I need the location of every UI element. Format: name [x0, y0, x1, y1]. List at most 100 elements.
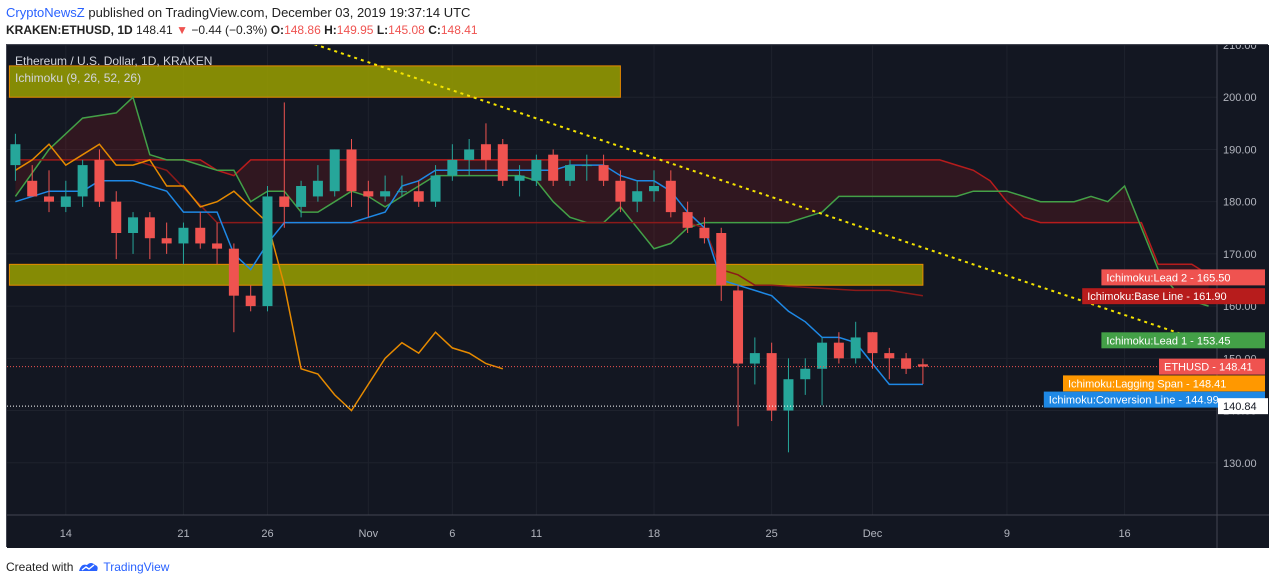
candle-body [716, 233, 727, 286]
y-tick-label: 190.00 [1223, 144, 1257, 156]
candle-body [817, 342, 828, 369]
down-arrow-icon: ▼ [176, 23, 188, 37]
candle-body [363, 191, 374, 197]
x-tick-label: 25 [766, 528, 778, 540]
x-tick-label: 26 [261, 528, 273, 540]
trend-line [313, 45, 1193, 339]
price-tag [1082, 288, 1265, 305]
x-tick-label: 21 [177, 528, 189, 540]
candle-body [564, 165, 575, 181]
open-value: 148.86 [284, 23, 321, 37]
x-tick-label: 16 [1118, 528, 1130, 540]
candle-body [279, 196, 290, 207]
candle-body [783, 379, 794, 411]
candle-body [766, 353, 777, 411]
candle-body [245, 295, 256, 307]
ichimoku-cloud [15, 97, 1209, 307]
lagging-span-line [15, 143, 504, 412]
candle-body [60, 196, 71, 207]
price-tag-label: Ichimoku:Conversion Line - 144.99 [1049, 395, 1219, 407]
candle-body [480, 144, 491, 160]
price-tag-label: Ichimoku:Base Line - 161.90 [1087, 291, 1226, 303]
candle-body [10, 144, 21, 166]
candle-body [531, 159, 542, 181]
highlight-zone-2 [8, 263, 924, 286]
candle-body [396, 191, 407, 193]
publisher-link[interactable]: CryptoNewsZ [6, 5, 85, 20]
candle-body [901, 358, 912, 369]
candle-body [262, 196, 273, 307]
y-tick-label: 170.00 [1223, 249, 1257, 261]
candle-body [917, 364, 928, 367]
price-tag-label: Ichimoku:Lead 1 - 153.45 [1106, 335, 1230, 347]
price-tag [1101, 269, 1265, 286]
price-chart[interactable]: 130.00140.00150.00160.00170.00180.00190.… [7, 45, 1269, 548]
price-tag [1063, 375, 1265, 392]
chart-background [7, 45, 1269, 548]
candle-body [464, 149, 475, 160]
candle-body [144, 217, 155, 239]
conversion-line [15, 164, 923, 386]
candle-body [649, 186, 660, 192]
x-tick-label: 11 [531, 528, 542, 540]
candle-body [44, 196, 55, 202]
candle-body [682, 212, 693, 228]
footer: Created with TradingView [6, 560, 169, 574]
tradingview-link[interactable]: TradingView [103, 560, 170, 574]
candle-body [94, 159, 105, 202]
publish-header: CryptoNewsZ published on TradingView.com… [6, 5, 470, 20]
candle-body [111, 201, 122, 233]
candle-body [77, 165, 88, 197]
x-tick-label: Dec [863, 528, 883, 540]
candle-body [346, 149, 357, 192]
price-tag [1043, 391, 1265, 408]
y-tick-label: 200.00 [1223, 92, 1257, 104]
close-label: C: [428, 23, 441, 37]
candle-body [850, 337, 861, 359]
candle-body [733, 290, 744, 364]
candle-body [632, 191, 643, 202]
candle-body [178, 227, 189, 244]
low-label: L: [376, 23, 389, 37]
candle-body [749, 353, 760, 364]
symbol-label: KRAKEN:ETHUSD, 1D [6, 23, 133, 37]
candle-body [581, 165, 592, 167]
candle-body [699, 227, 710, 239]
highlight-zone-1 [8, 65, 621, 98]
candle-body [665, 180, 676, 213]
chart-title: Ethereum / U.S. Dollar, 1D, KRAKEN [15, 54, 212, 68]
chart-panel[interactable]: 130.00140.00150.00160.00170.00180.00190.… [6, 44, 1269, 548]
candle-body [833, 342, 844, 359]
candle-body [884, 353, 895, 359]
candle-body [312, 180, 323, 197]
crosshair-tag [1218, 398, 1268, 415]
low-value: 145.08 [388, 23, 425, 37]
x-tick-label: Nov [359, 528, 379, 540]
candle-body [329, 149, 340, 192]
x-tick-label: 18 [648, 528, 660, 540]
candle-body [212, 243, 223, 249]
candle-body [514, 175, 525, 181]
last-price: 148.41 [136, 23, 173, 37]
indicator-label: Ichimoku (9, 26, 52, 26) [15, 71, 141, 85]
candle-body [800, 368, 811, 380]
candle-body [161, 238, 172, 244]
publish-info: published on TradingView.com, December 0… [84, 5, 471, 20]
crosshair-tag-label: 140.84 [1223, 401, 1257, 413]
y-tick-label: 210.00 [1223, 45, 1257, 52]
candle-body [447, 159, 458, 176]
candle-body [195, 227, 206, 244]
candle-body [598, 165, 609, 181]
candle-body [380, 191, 391, 197]
x-tick-label: 14 [60, 528, 72, 540]
high-label: H: [324, 23, 337, 37]
x-tick-label: 6 [449, 528, 455, 540]
y-tick-label: 180.00 [1223, 197, 1257, 209]
candle-body [548, 154, 559, 181]
high-value: 149.95 [336, 23, 374, 37]
y-tick-label: 130.00 [1223, 458, 1257, 470]
lead1-line [14, 95, 1209, 307]
candle-body [296, 186, 307, 207]
base-line [15, 159, 924, 297]
price-tag-label: ETHUSD - 148.41 [1164, 362, 1253, 374]
